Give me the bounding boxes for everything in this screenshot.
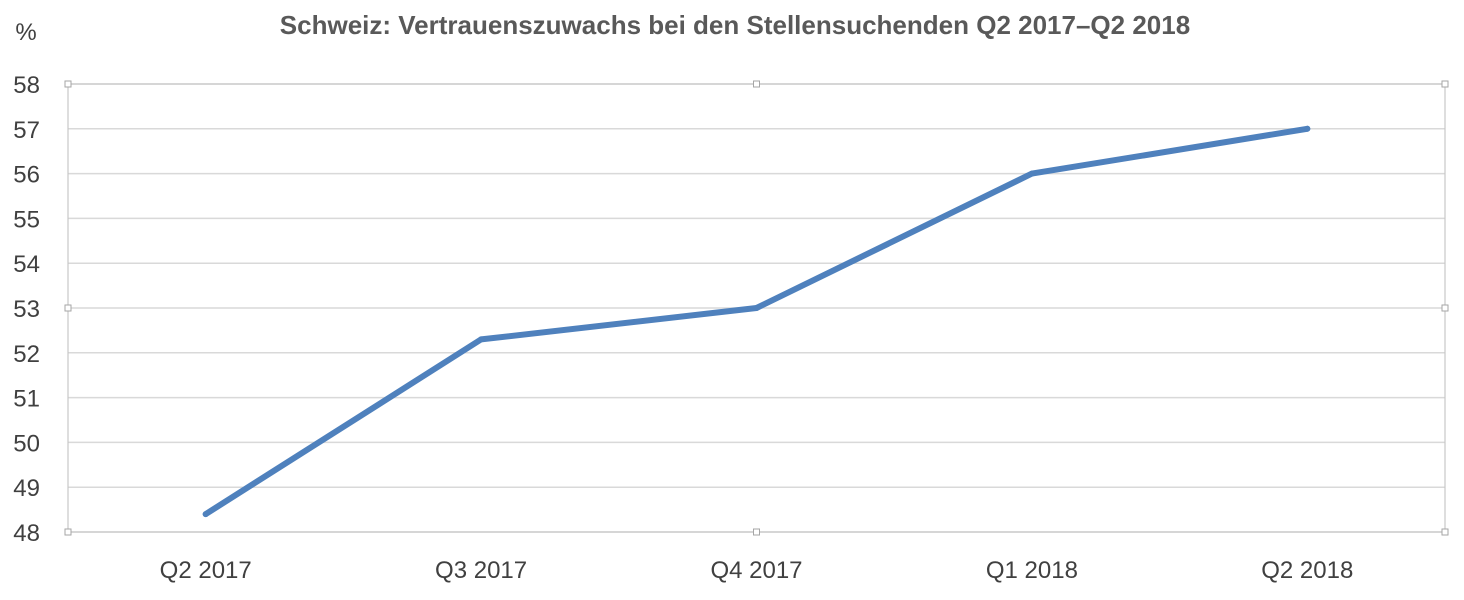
x-tick-label: Q2 2017 (160, 557, 252, 584)
resize-handle[interactable] (64, 80, 72, 88)
data-point (753, 305, 760, 311)
resize-handle[interactable] (753, 528, 760, 536)
y-unit-label: % (15, 19, 36, 46)
resize-handle[interactable] (64, 528, 72, 536)
data-point (1028, 170, 1035, 177)
y-tick-label: 50 (13, 430, 40, 457)
y-tick-label: 48 (13, 520, 40, 547)
y-axis-ticks: 48 49 50 51 52 53 54 55 56 57 58 (13, 72, 40, 547)
resize-handle[interactable] (753, 80, 760, 88)
resize-handle[interactable] (64, 304, 72, 312)
x-axis-ticks: Q2 2017 Q3 2017 Q4 2017 Q1 2018 Q2 2018 (160, 557, 1354, 584)
y-tick-label: 56 (13, 162, 40, 189)
y-tick-label: 54 (13, 251, 40, 278)
y-tick-label: 57 (13, 117, 40, 144)
y-tick-label: 53 (13, 296, 40, 323)
selection-handles[interactable] (64, 80, 1449, 536)
y-tick-label: 51 (13, 386, 40, 413)
y-tick-label: 49 (13, 475, 40, 502)
chart-title: Schweiz: Vertrauenszuwachs bei den Stell… (280, 10, 1190, 40)
data-point (478, 336, 485, 343)
y-tick-label: 52 (13, 341, 40, 368)
data-point (1304, 125, 1311, 132)
x-tick-label: Q2 2018 (1261, 557, 1353, 584)
resize-handle[interactable] (1441, 528, 1449, 536)
x-tick-label: Q4 2017 (710, 557, 802, 584)
x-tick-label: Q1 2018 (986, 557, 1078, 584)
data-point (202, 511, 209, 518)
resize-handle[interactable] (1441, 304, 1449, 312)
y-tick-label: 55 (13, 206, 40, 233)
y-tick-label: 58 (13, 72, 40, 99)
series-line (202, 125, 1311, 518)
series-layer (202, 125, 1311, 518)
x-tick-label: Q3 2017 (435, 557, 527, 584)
resize-handle[interactable] (1441, 80, 1449, 88)
